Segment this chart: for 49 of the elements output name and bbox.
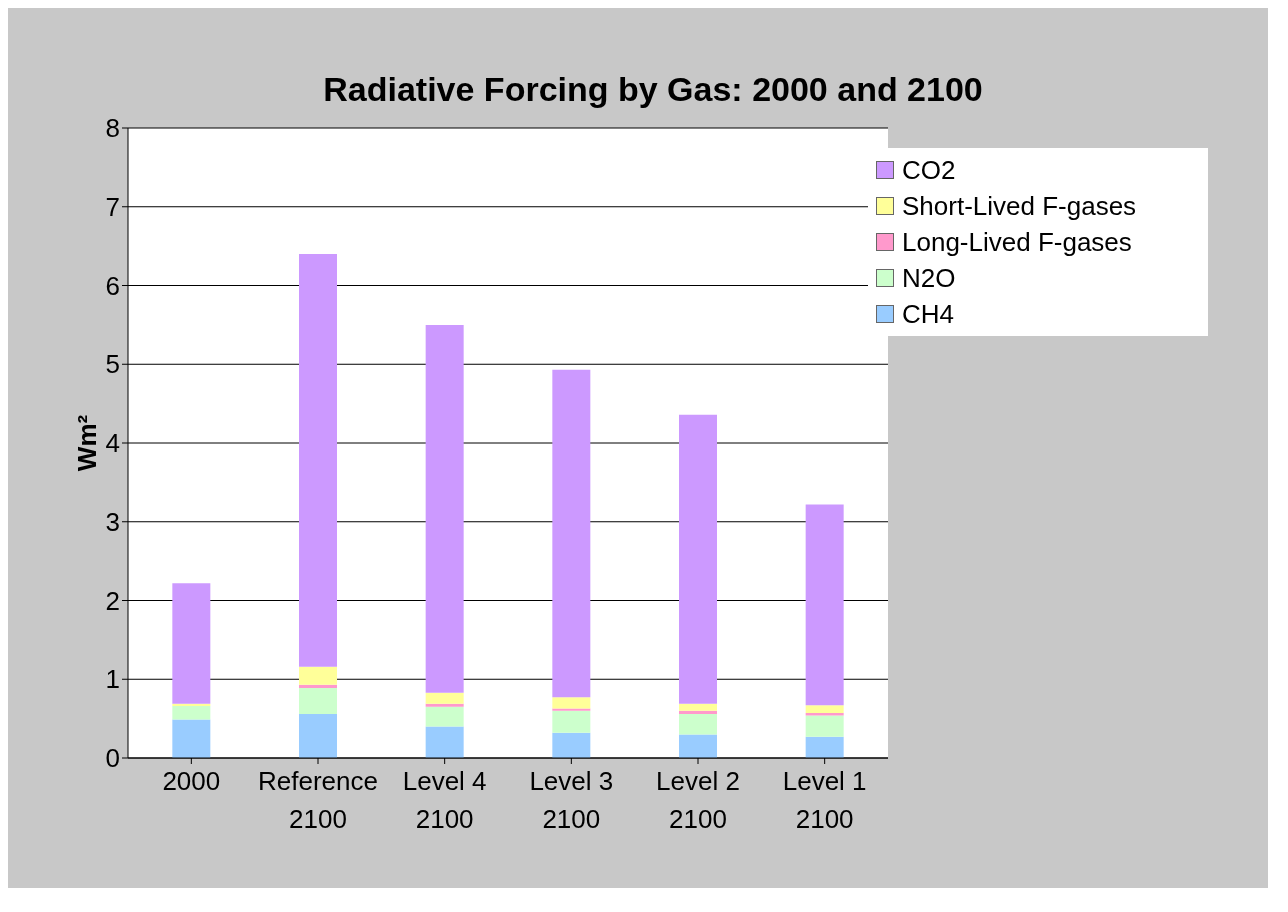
y-tick-label: 1 bbox=[105, 664, 120, 695]
legend-label: CH4 bbox=[902, 298, 955, 330]
bar bbox=[805, 504, 844, 706]
x-tick-label: Level 2 2100 bbox=[656, 766, 740, 834]
bar bbox=[552, 369, 591, 698]
bar bbox=[679, 703, 717, 711]
x-tick-label: Level 1 2100 bbox=[782, 766, 867, 834]
legend-label: N2O bbox=[902, 262, 956, 294]
y-tick-label: 4 bbox=[105, 428, 120, 459]
bar bbox=[172, 583, 211, 704]
bar bbox=[805, 705, 844, 714]
bar bbox=[552, 708, 591, 711]
legend-label: CO2 bbox=[902, 154, 956, 186]
bar bbox=[552, 732, 591, 758]
x-tick-label: 2000 bbox=[162, 766, 221, 796]
bar bbox=[679, 710, 717, 714]
bar bbox=[679, 713, 717, 735]
x-tick-label: Level 4 2100 bbox=[402, 766, 487, 834]
bar bbox=[172, 719, 211, 758]
y-tick-label: 3 bbox=[105, 506, 120, 537]
x-tick-label: Level 3 2100 bbox=[529, 766, 614, 834]
bar bbox=[679, 734, 717, 758]
bar bbox=[805, 715, 844, 737]
bar bbox=[425, 706, 464, 727]
bar bbox=[299, 687, 337, 714]
x-tick-label: Reference 2100 bbox=[258, 766, 378, 834]
bar bbox=[425, 703, 464, 707]
bar bbox=[425, 324, 464, 693]
bar bbox=[172, 706, 211, 720]
bar bbox=[425, 692, 464, 704]
bar bbox=[299, 254, 337, 667]
y-tick-label: 0 bbox=[105, 743, 120, 774]
y-tick-label: 8 bbox=[105, 113, 120, 144]
y-tick-label: 7 bbox=[105, 191, 120, 222]
bar bbox=[552, 697, 591, 709]
legend-label: Short-Lived F-gases bbox=[902, 190, 1137, 222]
y-tick-label: 6 bbox=[105, 270, 120, 301]
y-axis-title: Wm² bbox=[72, 414, 102, 472]
chart-title: Radiative Forcing by Gas: 2000 and 2100 bbox=[322, 70, 984, 109]
bar bbox=[552, 710, 591, 733]
legend-label: Long-Lived F-gases bbox=[902, 226, 1132, 258]
bar bbox=[679, 414, 717, 704]
bar bbox=[299, 684, 337, 688]
y-tick-label: 5 bbox=[105, 349, 120, 380]
y-tick-label: 2 bbox=[105, 585, 120, 616]
bar bbox=[299, 666, 337, 685]
bar bbox=[299, 713, 337, 758]
bar bbox=[805, 736, 844, 758]
bar bbox=[425, 726, 464, 758]
